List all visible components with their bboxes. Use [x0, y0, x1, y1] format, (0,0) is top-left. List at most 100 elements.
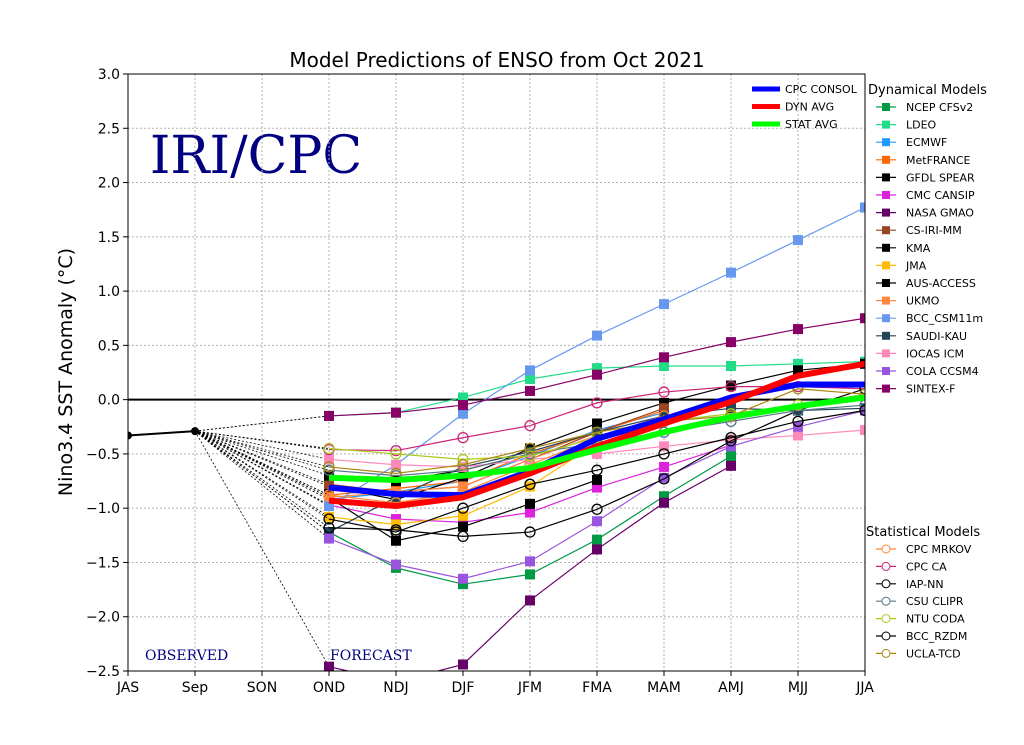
y-tick-label: −0.5 [86, 447, 120, 463]
y-tick-label: 2.0 [98, 176, 120, 192]
legend-label: SINTEX-F [906, 383, 955, 396]
data-point [324, 533, 334, 544]
data-point [524, 478, 536, 490]
legend-label: CS-IRI-MM [906, 224, 962, 237]
data-point [726, 460, 736, 471]
data-point [592, 369, 602, 380]
x-tick-label: AMJ [718, 680, 744, 696]
data-point [726, 267, 736, 278]
connector-line [194, 430, 330, 460]
series-line-BCC_RZDM [328, 409, 865, 533]
legend-marker [882, 296, 890, 305]
x-tick-label: JAS [116, 680, 139, 696]
data-point [860, 202, 865, 213]
x-tick-label: MAM [647, 680, 681, 696]
data-point [591, 464, 603, 476]
legend-label: CPC CA [906, 560, 947, 573]
legend-marker [882, 173, 890, 182]
legend-marker [882, 279, 890, 287]
observed-point [191, 427, 199, 436]
data-point [592, 482, 602, 493]
data-point [390, 448, 402, 460]
connector-line [194, 430, 330, 485]
data-point [659, 441, 669, 452]
data-point [725, 435, 737, 447]
legend-label: DYN AVG [785, 101, 834, 114]
connector-line [194, 415, 330, 432]
legend-label: NASA GMAO [906, 207, 974, 220]
legend-marker [882, 367, 890, 375]
legend-label: BCC_CSM11m [906, 312, 983, 325]
data-point [859, 399, 865, 411]
data-point [525, 385, 535, 396]
legend-label: CPC MRKOV [906, 543, 972, 556]
legend-marker [882, 243, 890, 252]
data-point [324, 492, 334, 503]
data-point [323, 464, 335, 476]
legend-marker [882, 226, 890, 235]
data-point [592, 534, 602, 545]
legend-marker [881, 561, 891, 571]
data-point [659, 472, 669, 483]
legend-label: JMA [905, 259, 927, 272]
data-point [525, 595, 535, 606]
data-point [458, 400, 468, 411]
data-point [323, 513, 335, 525]
data-point [524, 420, 536, 432]
x-tick-label: FMA [582, 680, 612, 696]
legend-marker [882, 331, 890, 340]
legend-marker [882, 138, 890, 147]
series-line-UCLA-TCD [328, 388, 865, 475]
plot-frame [127, 73, 866, 672]
y-tick-label: −2.0 [86, 610, 120, 626]
legend-label: NCEP CFSv2 [906, 101, 973, 114]
y-tick-label: 1.5 [98, 230, 120, 246]
data-point [458, 510, 468, 521]
y-tick-label: 1.0 [98, 284, 120, 300]
x-tick-label: JFM [517, 680, 542, 696]
legend-label: BCC_RZDM [906, 630, 967, 643]
data-point [658, 386, 670, 398]
data-point [391, 407, 401, 418]
data-point [793, 365, 803, 376]
data-point [458, 521, 468, 532]
chart-title: Model Predictions of ENSO from Oct 2021 [289, 48, 704, 72]
data-point [860, 425, 865, 436]
data-point [457, 530, 469, 543]
legend-label: NTU CODA [906, 613, 965, 626]
x-tick-label: SON [247, 680, 277, 696]
data-point [659, 299, 669, 310]
connector-line [194, 430, 330, 667]
data-point [324, 527, 334, 538]
data-point [793, 324, 803, 335]
data-point [457, 459, 469, 471]
connector-line [194, 430, 330, 468]
data-point [525, 374, 535, 385]
data-point [726, 451, 736, 462]
data-point [457, 431, 469, 444]
data-point [793, 430, 803, 441]
data-point [726, 380, 736, 391]
legend-marker [882, 261, 890, 270]
y-tick-label: −1.5 [86, 555, 120, 571]
legend-marker [881, 614, 891, 624]
legend-label: CSU CLIPR [906, 595, 964, 608]
legend-label: COLA CCSM4 [906, 365, 979, 378]
data-point [391, 559, 401, 570]
y-tick-label: 2.5 [98, 121, 120, 137]
data-point [525, 569, 535, 580]
y-tick-label: 0.0 [98, 393, 120, 409]
connector-line [194, 430, 330, 471]
y-axis-label: Nino3.4 SST Anomaly (°C) [55, 248, 77, 496]
data-point [391, 535, 401, 546]
x-tick-label: NDJ [383, 680, 408, 696]
data-point [725, 431, 737, 444]
data-point [458, 579, 468, 590]
legend-label: GFDL SPEAR [906, 171, 975, 184]
y-tick-label: 3.0 [98, 67, 120, 83]
data-point [324, 661, 334, 671]
legend-label: KMA [906, 242, 931, 255]
series-line-DYN AVG [328, 360, 865, 510]
